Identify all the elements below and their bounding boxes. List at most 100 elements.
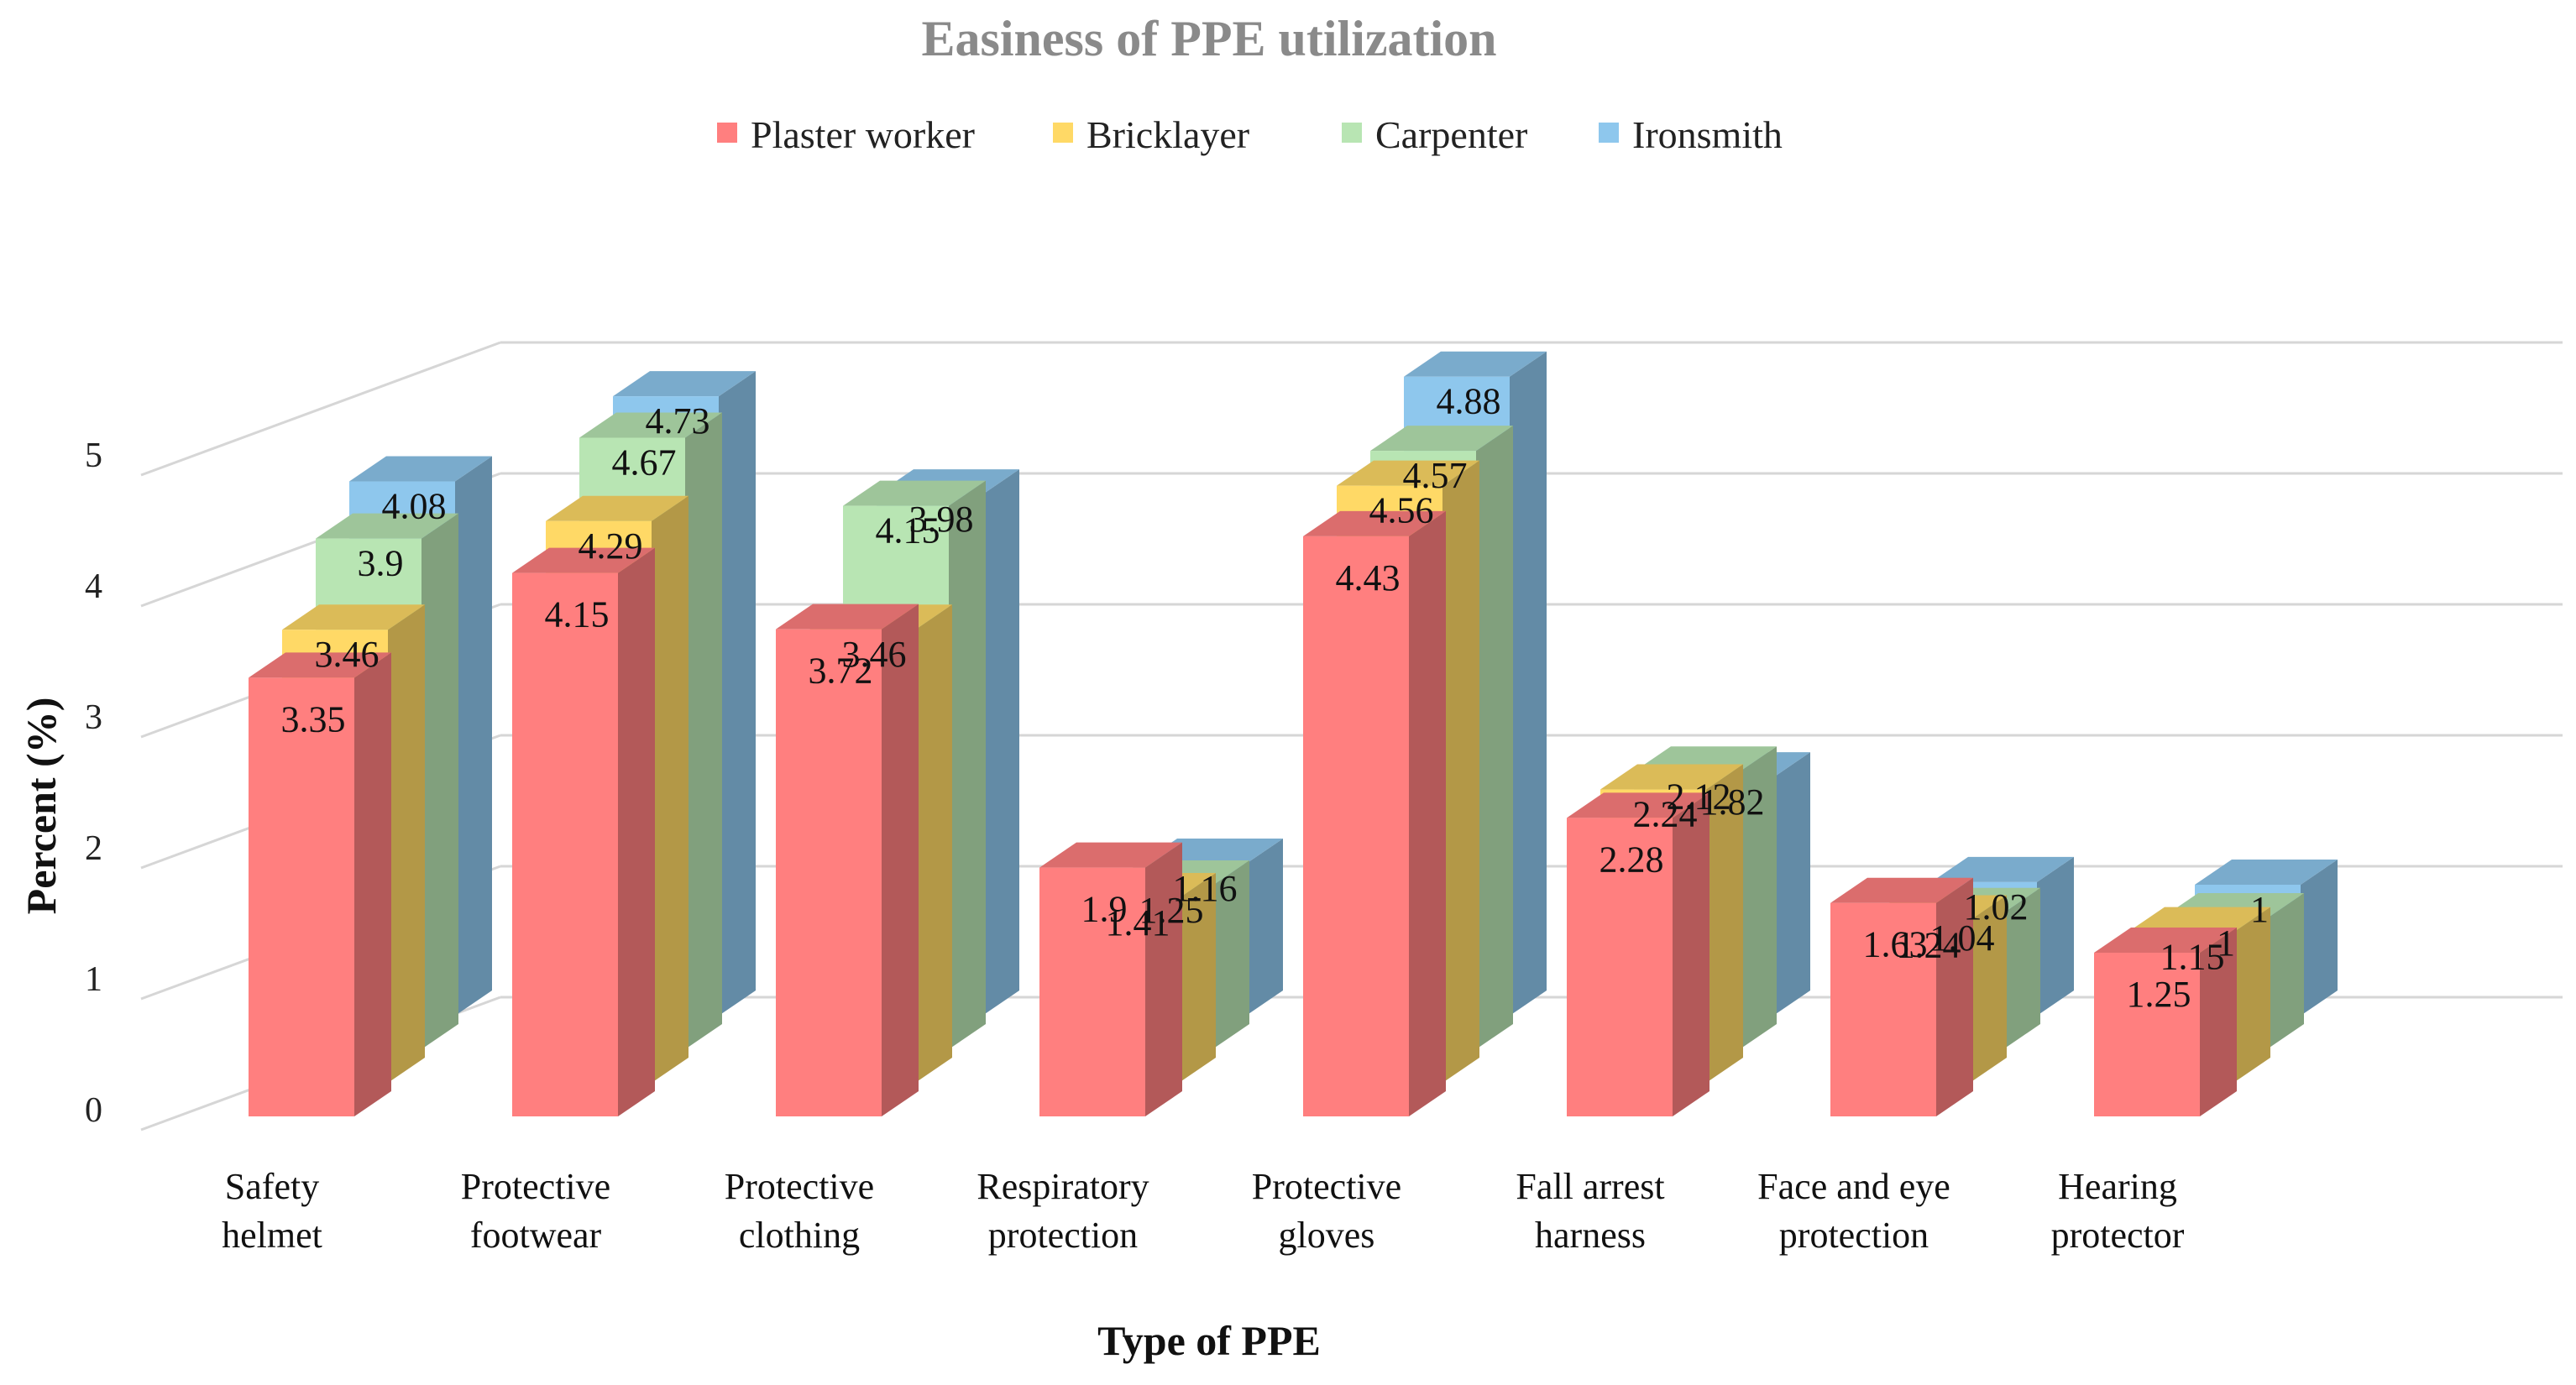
- bar-side: [882, 604, 919, 1116]
- data-label: 4.88: [1437, 381, 1501, 422]
- bar-side: [1409, 510, 1446, 1116]
- bar-top: [1039, 842, 1182, 868]
- category-label: Protective gloves: [1252, 1166, 1401, 1256]
- bar-side: [1145, 842, 1182, 1116]
- bar-top: [1337, 460, 1479, 486]
- data-label: 4.29: [579, 525, 643, 567]
- y-tick-label: 1: [85, 960, 102, 999]
- data-label: 3.72: [809, 651, 873, 692]
- bar-side: [2003, 887, 2040, 1049]
- y-axis-title: Percent (%): [18, 698, 65, 915]
- legend-label: Plaster worker: [751, 113, 975, 156]
- bar-front: [249, 677, 354, 1116]
- category-label: Safety helmet: [222, 1166, 322, 1256]
- data-label: 1.15: [2160, 937, 2225, 978]
- bar-top: [1303, 510, 1446, 536]
- bar-top: [512, 547, 655, 573]
- x-axis-title: Type of PPE: [1097, 1317, 1321, 1364]
- bar-side: [1936, 877, 1973, 1116]
- bar: [1039, 842, 1182, 1116]
- data-label: 1.63: [1863, 924, 1928, 965]
- bar-side: [618, 547, 655, 1116]
- category-label: Respiratory protection: [976, 1166, 1149, 1256]
- category-label: Protective footwear: [461, 1166, 610, 1256]
- legend-swatch: [1342, 123, 1362, 143]
- bar-top: [249, 652, 391, 678]
- bar-side: [1442, 460, 1479, 1083]
- category-label: Face and eye protection: [1757, 1166, 1950, 1256]
- data-label: 1: [2250, 889, 2269, 930]
- bar-side: [1179, 873, 1216, 1083]
- data-label: 1.24: [1897, 925, 1961, 966]
- bars: [249, 351, 2338, 1116]
- bar: [512, 547, 655, 1116]
- bar-top: [579, 412, 722, 438]
- bar-top: [776, 604, 919, 630]
- bar-side: [1476, 426, 1513, 1050]
- data-label: 4.15: [545, 594, 610, 635]
- bar-front: [1830, 902, 1936, 1116]
- legend-label: Ironsmith: [1632, 113, 1783, 156]
- data-label: 4.08: [382, 486, 447, 527]
- bar-side: [2267, 893, 2304, 1049]
- bar-side: [2301, 860, 2338, 1016]
- bar-side: [388, 604, 425, 1083]
- bar-side: [1212, 860, 1249, 1049]
- bar-front: [512, 572, 618, 1116]
- bar-side: [719, 371, 756, 1016]
- bar-side: [1773, 752, 1810, 1016]
- data-label: 1.02: [1964, 886, 2029, 928]
- bar-top: [282, 604, 425, 630]
- data-label: 3.46: [842, 634, 907, 675]
- bar-side: [354, 652, 391, 1116]
- bar-top: [349, 456, 492, 482]
- chart-title: Easiness of PPE utilization: [921, 11, 1496, 66]
- bar-top: [1931, 856, 2074, 882]
- category-label: Fall arrest harness: [1516, 1166, 1664, 1256]
- bar-top: [613, 371, 756, 397]
- bar: [2094, 928, 2237, 1116]
- data-label: 3.9: [358, 543, 404, 584]
- bar-side: [1740, 746, 1777, 1049]
- bar-side: [2200, 928, 2237, 1116]
- data-label: 4.57: [1403, 455, 1468, 496]
- bar-side: [2037, 856, 2074, 1016]
- legend-swatch: [717, 123, 737, 143]
- bar-top: [2094, 928, 2237, 953]
- data-label: 4.67: [612, 442, 677, 483]
- data-label: 1.9: [1081, 889, 1128, 930]
- bar-side: [1246, 839, 1283, 1016]
- data-label: 3.46: [315, 634, 380, 675]
- bar-side: [949, 480, 986, 1049]
- data-label: 1.82: [1700, 781, 1765, 823]
- bar-top: [1830, 877, 1973, 903]
- data-label: 4.73: [646, 400, 710, 442]
- bar-side: [982, 469, 1019, 1016]
- legend: Plaster worker Bricklayer Carpenter Ironsmi…: [717, 113, 1783, 156]
- legend-swatch: [1599, 123, 1619, 143]
- data-label: 4.43: [1336, 557, 1401, 598]
- data-label: 3.98: [909, 499, 974, 540]
- bar-front: [1567, 818, 1673, 1116]
- data-label: 1.25: [2127, 974, 2191, 1015]
- data-label: 1.16: [1173, 868, 1238, 909]
- bar: [249, 652, 391, 1116]
- y-tick-label: 3: [85, 698, 102, 737]
- bar-side: [1706, 764, 1743, 1083]
- bar-top: [546, 495, 689, 521]
- bar-top: [1600, 764, 1743, 790]
- bar-front: [1039, 867, 1145, 1116]
- bar-side: [1673, 792, 1709, 1116]
- data-label: 2.24: [1633, 794, 1698, 835]
- bar: [1830, 877, 1973, 1116]
- bar-top: [1370, 426, 1513, 452]
- data-label: 4.15: [876, 510, 940, 551]
- bar-top: [2128, 907, 2270, 933]
- data-label: 1.41: [1106, 902, 1170, 943]
- gridline-wall: [140, 341, 501, 477]
- bar: [776, 604, 919, 1116]
- bar-top: [1404, 351, 1547, 377]
- data-label: 2.12: [1667, 776, 1731, 817]
- bar-front: [776, 629, 882, 1116]
